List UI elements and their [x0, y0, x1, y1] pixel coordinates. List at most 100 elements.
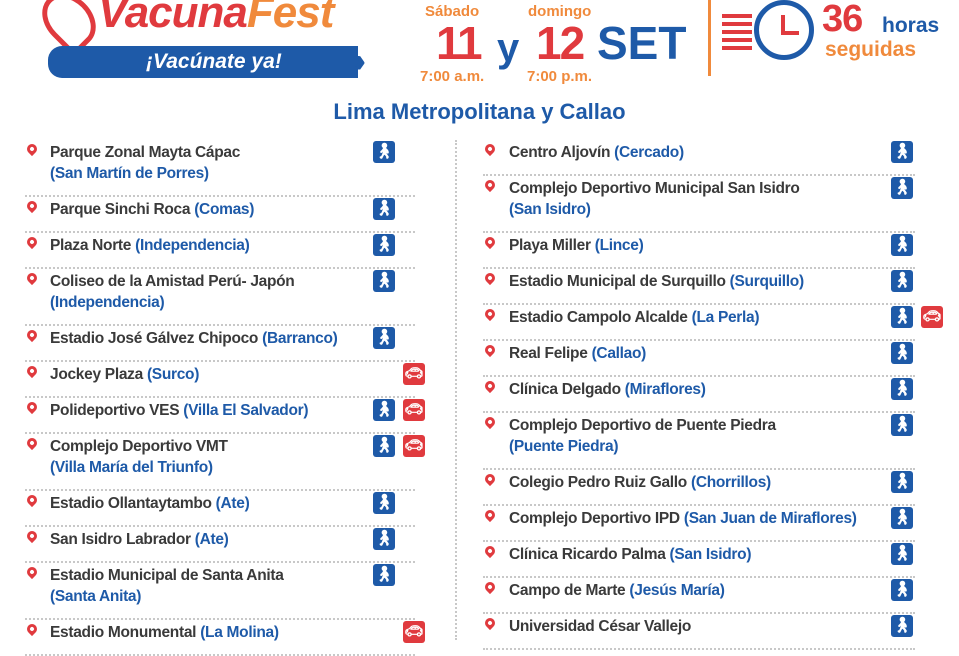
chevrons-icon: ›››: [352, 42, 366, 80]
location-name: Coliseo de la Amistad Perú- Japón: [50, 273, 295, 290]
clock-icon: [754, 0, 814, 60]
car-icon: 🚗︎: [921, 306, 943, 328]
location-name: Campo de Marte: [509, 582, 626, 599]
car-icon: 🚗︎: [403, 621, 425, 643]
location-name: Parque Zonal Mayta Cápac: [50, 144, 241, 161]
walk-icon: 🚶︎: [373, 327, 395, 349]
location-district: (San Isidro): [669, 546, 752, 563]
walk-icon: 🚶︎: [373, 270, 395, 292]
day1-name: Sábado: [425, 3, 480, 20]
location-text: Parque Sinchi Roca (Comas): [50, 199, 254, 220]
location-name: Estadio Monumental: [50, 624, 197, 641]
location-item: Centro Aljovín (Cercado) 🚶︎: [482, 140, 915, 176]
walk-icon: 🚶︎: [891, 234, 913, 256]
hours-label: horas: [882, 14, 940, 37]
location-district: (Surquillo): [729, 273, 804, 290]
location-text: Jockey Plaza (Surco): [50, 364, 199, 385]
location-item: Estadio Ollantaytambo (Ate) 🚶︎: [24, 491, 415, 527]
divider: [708, 0, 711, 76]
location-name: Clínica Ricardo Palma: [509, 546, 666, 563]
day1-time: 7:00 a.m.: [420, 68, 485, 85]
location-name: Complejo Deportivo VMT: [50, 438, 228, 455]
hours-number: 36: [822, 0, 863, 40]
location-text: Coliseo de la Amistad Perú- Japón (Indepe…: [50, 271, 295, 313]
walk-icon: 🚶︎: [891, 615, 913, 637]
location-pin-icon: [24, 234, 40, 250]
location-item: Parque Zonal Mayta Cápac (San Martín de P…: [24, 140, 415, 197]
location-pin-icon: [482, 270, 498, 286]
location-district: (Puente Piedra): [509, 438, 619, 455]
location-name: Colegio Pedro Ruiz Gallo: [509, 474, 687, 491]
location-text: Colegio Pedro Ruiz Gallo (Chorrillos): [509, 472, 771, 493]
location-item: Real Felipe (Callao) 🚶︎: [482, 341, 915, 377]
walk-icon: 🚶︎: [891, 342, 913, 364]
walk-icon: 🚶︎: [373, 141, 395, 163]
location-pin-icon: [24, 399, 40, 415]
right-location-list: Centro Aljovín (Cercado) 🚶︎ Complejo Dep…: [482, 140, 948, 650]
location-name: Estadio Municipal de Surquillo: [509, 273, 726, 290]
location-item: Plaza Norte (Independencia) 🚶︎: [24, 233, 415, 269]
location-district: (San Martín de Porres): [50, 165, 209, 182]
location-item: Colegio Pedro Ruiz Gallo (Chorrillos) 🚶︎: [482, 470, 915, 506]
location-item: Jockey Plaza (Surco) 🚗︎: [24, 362, 425, 398]
walk-icon: 🚶︎: [373, 234, 395, 256]
location-item: San Isidro Labrador (Ate) 🚶︎: [24, 527, 415, 563]
location-pin-icon: [482, 543, 498, 559]
location-district: (Independencia): [135, 237, 250, 254]
location-item: Playa Miller (Lince) 🚶︎: [482, 233, 915, 269]
speed-lines-icon: [722, 14, 752, 50]
location-pin-icon: [24, 492, 40, 508]
location-item: Universidad César Vallejo 🚶︎: [482, 614, 915, 650]
logo-title: VacunaFest: [98, 0, 334, 38]
header: VacunaFest ¡Vacúnate ya! ››› Sábado 11 7…: [0, 0, 959, 90]
location-pin-icon: [24, 435, 40, 451]
walk-icon: 🚶︎: [891, 177, 913, 199]
location-item: Coliseo de la Amistad Perú- Japón (Indepe…: [24, 269, 415, 326]
location-name: San Isidro Labrador: [50, 531, 191, 548]
location-text: Plaza Norte (Independencia): [50, 235, 250, 256]
location-name: Plaza Norte: [50, 237, 132, 254]
location-text: Parque Zonal Mayta Cápac (San Martín de P…: [50, 142, 240, 184]
day2-time: 7:00 p.m.: [527, 68, 593, 85]
location-district: (Comas): [194, 201, 255, 218]
location-district: (Ate): [194, 531, 229, 548]
day2-number: 12: [536, 17, 585, 69]
location-name: Parque Sinchi Roca: [50, 201, 191, 218]
location-district: (Callao): [591, 345, 647, 362]
location-text: Complejo Deportivo Municipal San Isidro (…: [509, 178, 800, 220]
location-item: Estadio Campolo Alcalde (La Perla) 🚶︎ 🚗︎: [482, 305, 943, 341]
location-text: Estadio Municipal de Surquillo (Surquill…: [509, 271, 804, 292]
car-icon: 🚗︎: [403, 363, 425, 385]
location-district: (Ate): [215, 495, 250, 512]
day2-name: domingo: [528, 3, 592, 20]
location-text: Campo de Marte (Jesús María): [509, 580, 725, 601]
location-text: Estadio Ollantaytambo (Ate): [50, 493, 250, 514]
location-pin-icon: [482, 615, 498, 631]
location-district: (La Perla): [691, 309, 760, 326]
location-pin-icon: [482, 507, 498, 523]
location-name: Clínica Delgado: [509, 381, 621, 398]
hours-sub: seguidas: [825, 38, 917, 61]
location-name: Universidad César Vallejo: [509, 618, 692, 635]
location-item: Estadio Municipal de Santa Anita (Santa A…: [24, 563, 415, 620]
location-item: Estadio José Gálvez Chipoco (Barranco) 🚶…: [24, 326, 415, 362]
walk-icon: 🚶︎: [891, 507, 913, 529]
walk-icon: 🚶︎: [891, 141, 913, 163]
location-item: Estadio Municipal de Surquillo (Surquill…: [482, 269, 915, 305]
location-name: Complejo Deportivo Municipal San Isidro: [509, 180, 800, 197]
walk-icon: 🚶︎: [373, 435, 395, 457]
location-pin-icon: [482, 471, 498, 487]
location-pin-icon: [482, 141, 498, 157]
logo-part2: Fest: [246, 0, 334, 37]
location-name: Estadio José Gálvez Chipoco: [50, 330, 259, 347]
location-district: (Miraflores): [624, 381, 706, 398]
location-pin-icon: [482, 306, 498, 322]
location-pin-icon: [24, 528, 40, 544]
location-name: Complejo Deportivo de Puente Piedra: [509, 417, 776, 434]
location-pin-icon: [482, 579, 498, 595]
walk-icon: 🚶︎: [373, 564, 395, 586]
location-text: Complejo Deportivo IPD (San Juan de Mira…: [509, 508, 857, 529]
walk-icon: 🚶︎: [891, 378, 913, 400]
conjunction: y: [497, 26, 520, 70]
location-district: (Jesús María): [629, 582, 725, 599]
